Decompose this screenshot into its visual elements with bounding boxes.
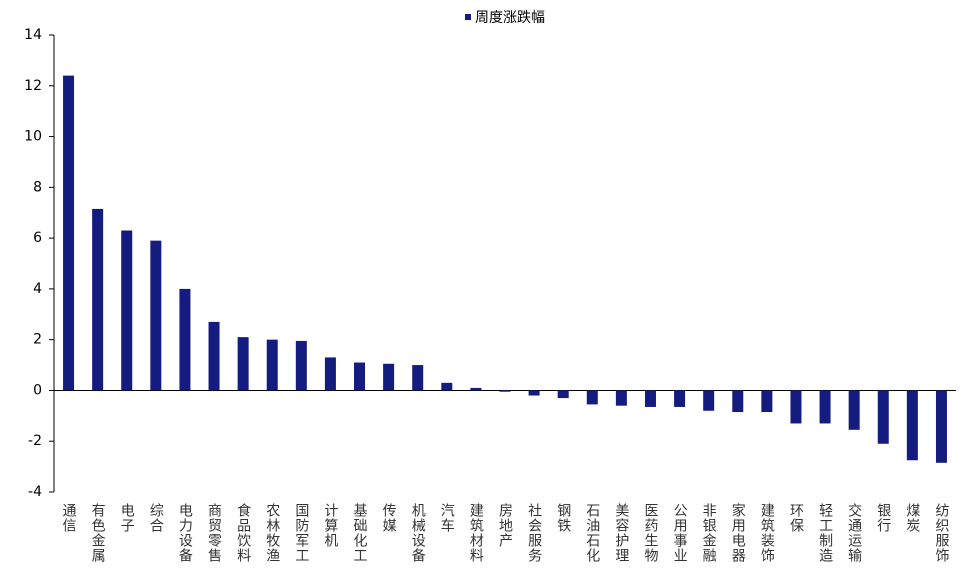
x-tick-label: 钢铁 xyxy=(555,503,571,533)
bar xyxy=(383,363,395,391)
y-tick-label: -2 xyxy=(28,433,42,449)
x-tick-label: 计算机 xyxy=(322,503,338,548)
x-tick-label: 机械设备 xyxy=(410,503,426,563)
bar xyxy=(819,390,831,424)
y-tick-label: 8 xyxy=(33,179,42,195)
bar xyxy=(790,390,802,424)
bar xyxy=(674,390,686,407)
x-tick-label: 有色金属 xyxy=(90,503,106,563)
x-tick-label: 环保 xyxy=(788,503,804,533)
bar xyxy=(237,337,249,391)
bar xyxy=(644,390,656,407)
bar xyxy=(528,390,540,396)
bar xyxy=(324,357,336,391)
x-tick-label: 国防军工 xyxy=(293,503,309,563)
bar xyxy=(877,390,889,444)
x-tick-label: 石油石化 xyxy=(584,503,600,563)
x-tick-label: 非银金融 xyxy=(701,503,717,563)
x-tick-label: 综合 xyxy=(148,503,164,533)
x-tick-label: 建筑装饰 xyxy=(759,503,775,563)
x-tick-label: 交通运输 xyxy=(846,502,862,563)
bar xyxy=(208,321,220,391)
y-tick-label: 6 xyxy=(33,230,42,246)
y-tick-label: 0 xyxy=(33,382,42,398)
x-tick-label: 美容护理 xyxy=(613,503,629,563)
x-tick-label: 汽车 xyxy=(439,503,455,533)
x-tick-label: 轻工制造 xyxy=(817,503,833,563)
x-tick-label: 农林牧渔 xyxy=(264,503,280,563)
bar xyxy=(266,339,278,391)
x-tick-label: 公用事业 xyxy=(672,503,688,563)
legend-label: 周度涨跌幅 xyxy=(475,10,545,26)
bar xyxy=(470,387,482,391)
x-tick-label: 基础化工 xyxy=(352,502,368,563)
x-tick-label: 通信 xyxy=(61,503,77,533)
y-tick-label: 14 xyxy=(24,27,42,43)
bar xyxy=(121,230,133,391)
legend-marker xyxy=(465,14,471,20)
x-tick-label: 商贸零售 xyxy=(206,503,222,563)
x-tick-label: 医药生物 xyxy=(642,503,658,563)
bar xyxy=(354,362,366,391)
x-tick-label: 银行 xyxy=(875,503,891,533)
y-tick-label: 10 xyxy=(24,129,42,145)
x-tick-label: 电力设备 xyxy=(177,503,193,563)
y-tick-label: 2 xyxy=(33,332,42,348)
x-tick-label: 煤炭 xyxy=(904,503,920,533)
x-tick-label: 传媒 xyxy=(381,503,397,533)
bar xyxy=(92,208,104,391)
bar xyxy=(848,390,860,430)
bar xyxy=(586,390,598,405)
bar xyxy=(63,75,75,391)
x-tick-label: 家用电器 xyxy=(730,502,746,563)
bar xyxy=(703,390,715,411)
y-tick-label: -4 xyxy=(28,484,42,500)
bar xyxy=(935,390,947,463)
y-tick-label: 4 xyxy=(33,281,42,297)
bar xyxy=(906,390,918,461)
bar xyxy=(179,288,191,391)
bar xyxy=(441,382,453,391)
x-tick-label: 纺织服饰 xyxy=(933,503,949,563)
bar xyxy=(615,390,627,406)
x-tick-label: 房地产 xyxy=(497,503,513,548)
bar xyxy=(295,340,307,391)
bar xyxy=(557,390,569,399)
bar xyxy=(150,240,162,391)
bar xyxy=(732,390,744,413)
y-tick-label: 12 xyxy=(24,78,42,94)
bar xyxy=(499,390,511,392)
bar xyxy=(761,390,773,413)
x-tick-label: 电子 xyxy=(119,503,135,533)
x-tick-label: 食品饮料 xyxy=(235,502,251,563)
x-tick-label: 建筑材料 xyxy=(468,503,484,563)
bar xyxy=(412,365,424,391)
x-tick-label: 社会服务 xyxy=(526,503,542,563)
